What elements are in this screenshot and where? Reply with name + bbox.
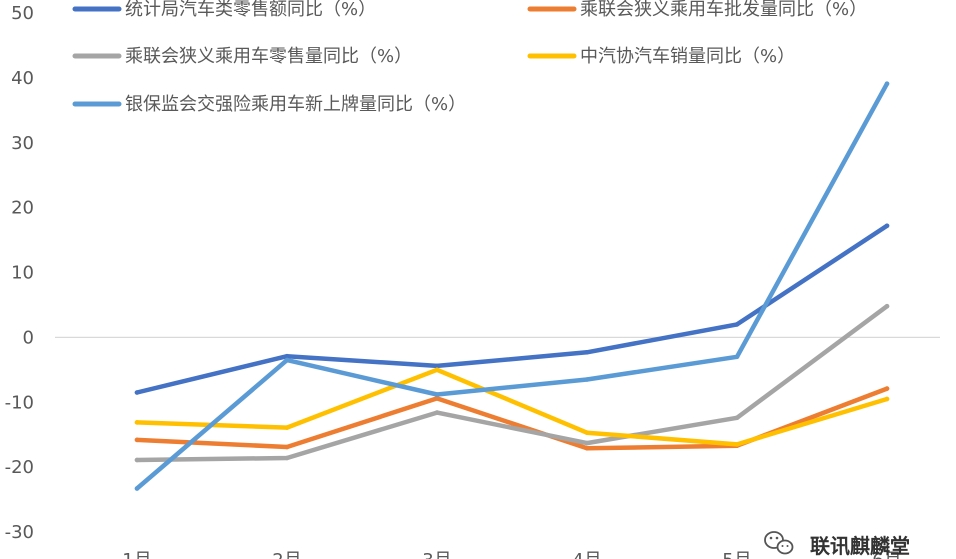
data-point [884, 303, 890, 309]
x-axis-ticks: 1月 2月 3月 4月 5月 6月 [122, 550, 901, 559]
x-tick-label: 6月 [872, 550, 901, 559]
x-tick-label: 4月 [572, 550, 601, 559]
data-point [734, 415, 740, 421]
x-tick-label: 2月 [272, 550, 301, 559]
data-point [134, 437, 140, 443]
data-point [884, 223, 890, 229]
y-tick-label: 30 [11, 133, 34, 154]
series-line-2 [134, 386, 890, 451]
data-point [584, 350, 590, 355]
x-tick-label: 1月 [122, 550, 151, 559]
legend-label: 乘联会狭义乘用车批发量同比（%） [580, 0, 867, 20]
data-point [134, 390, 140, 395]
y-tick-label: -10 [5, 392, 34, 413]
data-point [284, 455, 290, 461]
y-tick-label: -20 [5, 457, 34, 478]
legend-label: 乘联会狭义乘用车零售量同比（%） [125, 46, 412, 67]
watermark: 联讯麒麟堂 [764, 531, 910, 558]
data-point [884, 386, 890, 391]
series-line-1 [134, 223, 890, 395]
data-point [434, 367, 440, 373]
data-point [884, 81, 890, 86]
data-point [584, 440, 590, 446]
data-point [134, 457, 140, 463]
x-tick-label: 5月 [722, 550, 751, 559]
data-point [134, 486, 140, 491]
series-line-4 [134, 367, 890, 447]
y-tick-label: 20 [11, 198, 34, 219]
data-point [734, 354, 740, 360]
data-point [284, 425, 290, 430]
y-tick-label: 0 [23, 327, 34, 348]
data-point [584, 446, 590, 451]
legend-label: 中汽协汽车销量同比（%） [580, 46, 795, 67]
data-point [434, 410, 440, 415]
data-point [434, 392, 440, 397]
series-line-5 [134, 81, 890, 491]
series-lines [134, 81, 890, 491]
data-point [584, 377, 590, 382]
y-tick-label: 40 [11, 68, 34, 89]
y-tick-label: 10 [11, 263, 34, 284]
data-point [734, 442, 740, 447]
data-point [284, 353, 290, 359]
data-point [734, 322, 740, 327]
data-point [134, 420, 140, 425]
legend-label: 银保监会交强险乘用车新上牌量同比（%） [125, 94, 466, 115]
y-axis-ticks: 50 40 30 20 10 0 -10 -20 -30 [5, 3, 34, 543]
data-point [434, 396, 440, 401]
data-point [884, 396, 890, 402]
y-tick-label: 50 [11, 3, 34, 24]
y-tick-label: -30 [5, 522, 34, 543]
wechat-icon [764, 531, 794, 555]
legend-label: 统计局汽车类零售额同比（%） [125, 0, 376, 20]
data-point [584, 430, 590, 436]
data-point [284, 444, 290, 450]
watermark-text: 联讯麒麟堂 [810, 534, 910, 558]
data-point [284, 357, 290, 363]
series-line-3 [134, 303, 890, 463]
x-tick-label: 3月 [422, 550, 451, 559]
data-point [434, 363, 440, 369]
legend: 统计局汽车类零售额同比（%） 乘联会狭义乘用车批发量同比（%） 乘联会狭义乘用车零售… [72, 0, 867, 115]
